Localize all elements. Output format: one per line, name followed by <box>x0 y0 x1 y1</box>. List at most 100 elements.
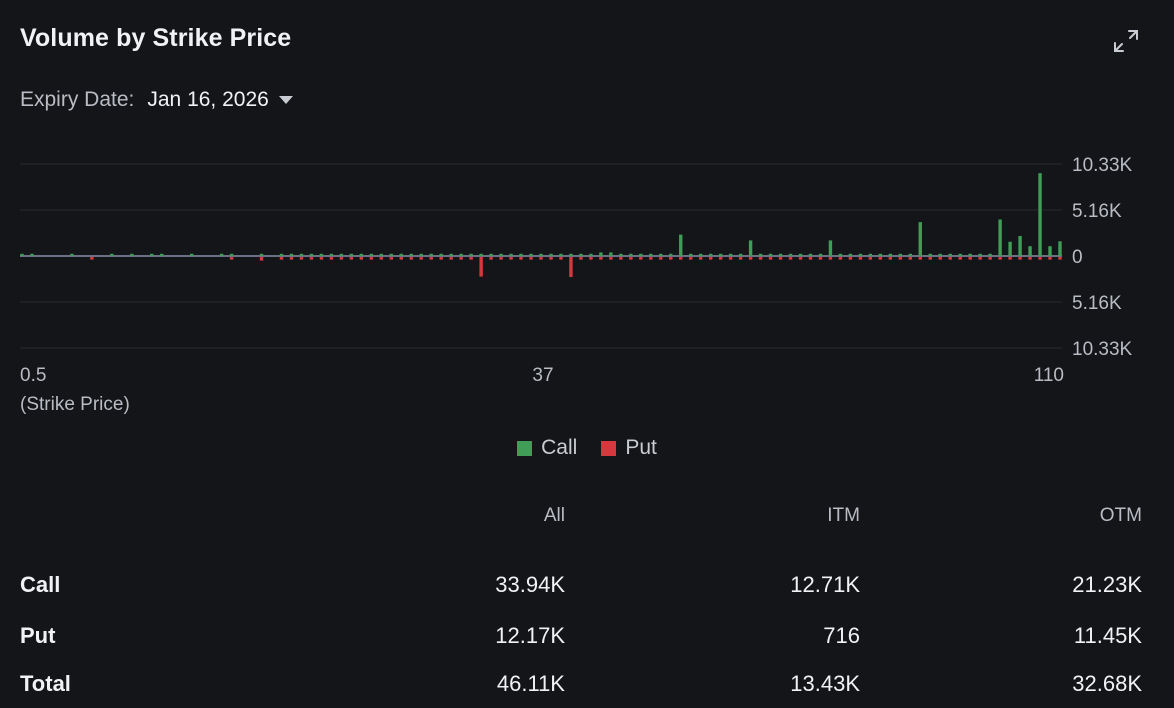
call-bar[interactable] <box>150 253 154 256</box>
call-bar[interactable] <box>689 253 693 256</box>
put-bar[interactable] <box>429 257 433 260</box>
legend-item-call[interactable]: Call <box>517 436 577 460</box>
put-bar[interactable] <box>868 257 873 260</box>
call-bar[interactable] <box>818 253 823 256</box>
put-bar[interactable] <box>798 257 803 260</box>
call-bar[interactable] <box>479 253 483 256</box>
put-bar[interactable] <box>1008 257 1012 260</box>
put-bar[interactable] <box>918 257 922 260</box>
call-bar[interactable] <box>489 253 493 256</box>
call-bar[interactable] <box>409 253 413 256</box>
call-bar[interactable] <box>529 253 533 256</box>
call-bar[interactable] <box>778 253 783 256</box>
put-bar[interactable] <box>589 257 593 260</box>
put-bar[interactable] <box>679 257 683 260</box>
call-bar[interactable] <box>868 253 873 256</box>
put-bar[interactable] <box>908 257 912 260</box>
call-bar[interactable] <box>289 253 294 256</box>
put-bar[interactable] <box>90 257 94 260</box>
call-bar[interactable] <box>928 253 932 256</box>
call-bar[interactable] <box>918 222 922 256</box>
call-bar[interactable] <box>878 253 883 256</box>
call-bar[interactable] <box>958 253 962 256</box>
call-bar[interactable] <box>189 253 194 256</box>
call-bar[interactable] <box>629 253 633 256</box>
put-bar[interactable] <box>948 257 952 260</box>
put-bar[interactable] <box>479 257 483 277</box>
call-bar[interactable] <box>359 253 364 256</box>
put-bar[interactable] <box>399 257 403 260</box>
call-bar[interactable] <box>748 240 753 256</box>
put-bar[interactable] <box>619 257 623 260</box>
put-bar[interactable] <box>419 257 423 260</box>
call-bar[interactable] <box>858 253 863 256</box>
put-bar[interactable] <box>289 257 294 260</box>
call-bar[interactable] <box>679 234 683 256</box>
put-bar[interactable] <box>1058 257 1062 260</box>
call-bar[interactable] <box>399 253 403 256</box>
call-bar[interactable] <box>1018 235 1022 256</box>
put-bar[interactable] <box>599 257 603 260</box>
put-bar[interactable] <box>439 257 443 260</box>
put-bar[interactable] <box>1028 257 1032 260</box>
call-bar[interactable] <box>130 253 134 256</box>
put-bar[interactable] <box>689 257 693 260</box>
call-bar[interactable] <box>808 253 813 256</box>
put-bar[interactable] <box>449 257 453 260</box>
call-bar[interactable] <box>968 253 972 256</box>
put-bar[interactable] <box>459 257 463 260</box>
put-bar[interactable] <box>369 257 374 260</box>
call-bar[interactable] <box>948 253 952 256</box>
call-bar[interactable] <box>669 253 673 256</box>
call-bar[interactable] <box>798 253 803 256</box>
put-bar[interactable] <box>878 257 883 260</box>
put-bar[interactable] <box>609 257 613 260</box>
call-bar[interactable] <box>559 253 563 256</box>
put-bar[interactable] <box>639 257 643 260</box>
put-bar[interactable] <box>758 257 763 260</box>
put-bar[interactable] <box>708 257 713 260</box>
call-bar[interactable] <box>519 253 523 256</box>
call-bar[interactable] <box>319 253 324 256</box>
call-bar[interactable] <box>609 252 613 256</box>
put-bar[interactable] <box>958 257 962 260</box>
call-bar[interactable] <box>589 253 593 256</box>
put-bar[interactable] <box>928 257 932 260</box>
call-bar[interactable] <box>369 253 374 256</box>
put-bar[interactable] <box>898 257 903 260</box>
put-bar[interactable] <box>1038 257 1042 260</box>
put-bar[interactable] <box>828 257 833 260</box>
legend-item-put[interactable]: Put <box>601 436 657 460</box>
call-bar[interactable] <box>309 253 314 256</box>
call-bar[interactable] <box>649 253 653 256</box>
call-bar[interactable] <box>1008 241 1012 256</box>
put-bar[interactable] <box>698 257 703 260</box>
call-bar[interactable] <box>499 253 503 256</box>
put-bar[interactable] <box>389 257 393 260</box>
call-bar[interactable] <box>110 253 114 256</box>
expand-icon[interactable] <box>1112 28 1140 54</box>
put-bar[interactable] <box>988 257 992 260</box>
put-bar[interactable] <box>728 257 733 260</box>
put-bar[interactable] <box>299 257 304 260</box>
call-bar[interactable] <box>569 253 573 256</box>
call-bar[interactable] <box>449 253 453 256</box>
put-bar[interactable] <box>559 257 563 260</box>
call-bar[interactable] <box>768 253 773 256</box>
put-bar[interactable] <box>549 257 553 260</box>
call-bar[interactable] <box>898 253 903 256</box>
put-bar[interactable] <box>649 257 653 260</box>
call-bar[interactable] <box>698 253 703 256</box>
put-bar[interactable] <box>858 257 863 260</box>
put-bar[interactable] <box>768 257 773 260</box>
call-bar[interactable] <box>978 253 982 256</box>
call-bar[interactable] <box>828 240 833 256</box>
put-bar[interactable] <box>748 257 753 260</box>
call-bar[interactable] <box>838 253 843 256</box>
put-bar[interactable] <box>489 257 493 260</box>
put-bar[interactable] <box>778 257 783 260</box>
call-bar[interactable] <box>988 253 992 256</box>
put-bar[interactable] <box>539 257 543 260</box>
call-bar[interactable] <box>219 253 224 256</box>
put-bar[interactable] <box>848 257 853 260</box>
